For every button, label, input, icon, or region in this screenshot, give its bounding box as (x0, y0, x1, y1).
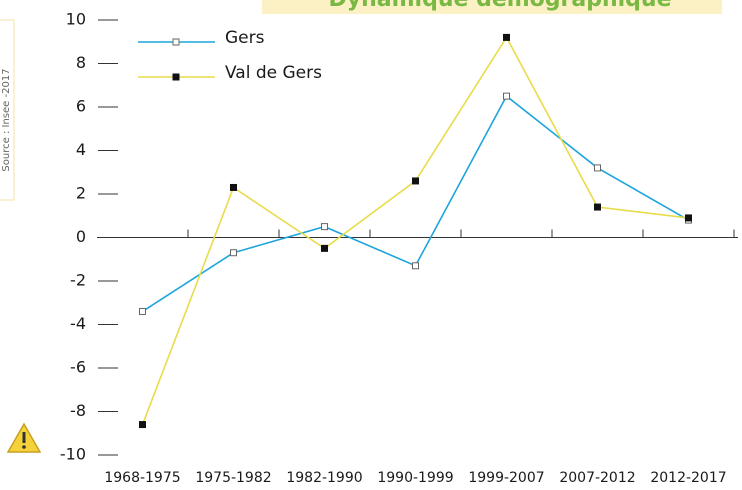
x-tick-label: 2012-2017 (650, 470, 726, 486)
legend-label: Val de Gers (225, 63, 322, 83)
source: Source : Insee -2017 (1, 68, 12, 171)
series-line (141, 35, 689, 425)
data-point (230, 183, 237, 191)
y-tick-label: 4 (76, 140, 86, 159)
y-tick-label: 10 (66, 10, 86, 29)
series-line (142, 94, 689, 313)
x-tick-label: 1968-1975 (104, 470, 180, 486)
x-tick-label: 2007-2012 (559, 470, 635, 486)
legend-marker (172, 38, 180, 46)
data-point (139, 307, 146, 315)
y-tick-label: -2 (70, 271, 86, 290)
y-tick-label: 2 (76, 184, 86, 203)
data-point (685, 214, 692, 222)
legend-marker (172, 73, 180, 81)
title-background (262, 0, 722, 14)
warning-icon (6, 422, 42, 453)
legend-label: Gers (225, 28, 265, 48)
y-tick-label: -10 (60, 445, 86, 464)
data-point (321, 223, 328, 231)
y-tick-label: -6 (70, 358, 86, 377)
source-box (0, 19, 15, 201)
data-point (412, 262, 419, 270)
y-tick-label: 8 (76, 53, 86, 72)
data-point (139, 421, 146, 429)
data-point (594, 203, 601, 211)
x-tick-label: 1975-1982 (195, 470, 271, 486)
data-point (230, 249, 237, 257)
y-tick-label: 0 (76, 227, 86, 246)
data-point (321, 244, 328, 252)
y-tick-label: -8 (70, 401, 86, 420)
data-point (412, 177, 419, 185)
x-tick-label: 1990-1999 (377, 470, 453, 486)
data-point (594, 164, 601, 172)
x-tick-label: 1999-2007 (468, 470, 544, 486)
x-tick-label: 1982-1990 (286, 470, 362, 486)
data-point (503, 33, 510, 41)
y-tick-label: 6 (76, 97, 86, 116)
y-tick-label: -4 (70, 314, 86, 333)
chart-title: Dynamique démographique (329, 0, 672, 12)
data-point (503, 92, 510, 100)
